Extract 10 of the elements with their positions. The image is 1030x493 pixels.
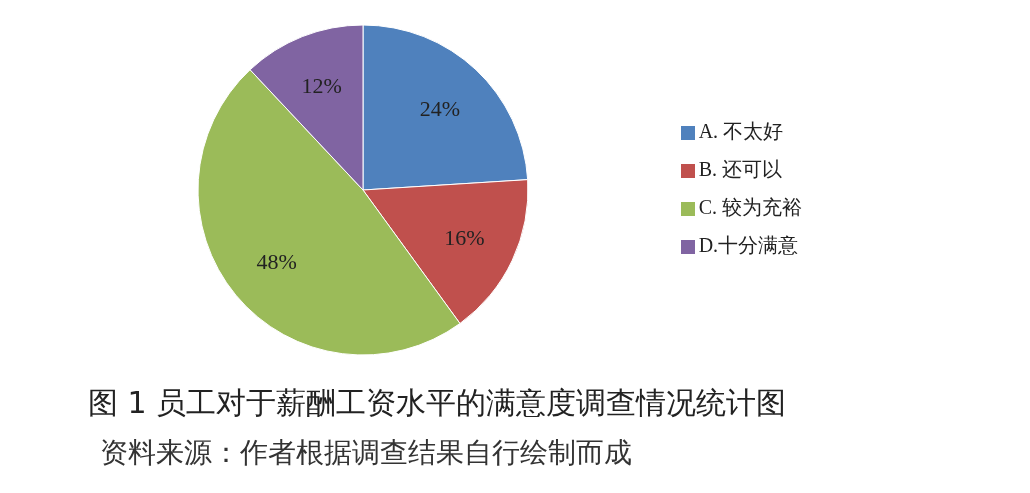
legend-label: A. 不太好 bbox=[698, 120, 784, 142]
legend-label: B. 还可以 bbox=[698, 158, 782, 180]
data-label: 48% bbox=[256, 249, 297, 275]
legend-label: C. 较为充裕 bbox=[698, 196, 802, 218]
data-label: 12% bbox=[301, 73, 342, 99]
data-label: 16% bbox=[444, 225, 485, 251]
text: 资料来源：作者根据调查结果自行绘制而成 bbox=[100, 435, 633, 471]
legend-label: D.十分满意 bbox=[698, 234, 799, 256]
text: 图 1 员工对于薪酬工资水平的满意度调查情况统计图 bbox=[88, 384, 788, 422]
data-label: 24% bbox=[419, 95, 460, 121]
